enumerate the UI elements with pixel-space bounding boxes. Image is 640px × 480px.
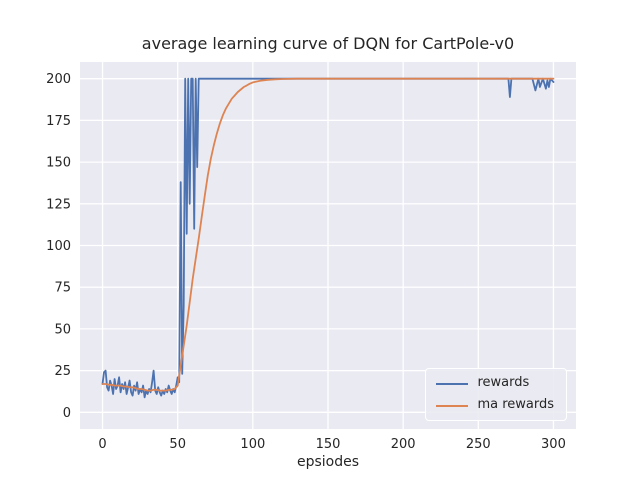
legend-line-sample-rewards <box>436 382 469 385</box>
y-tick-label: 75 <box>54 281 71 296</box>
plot-area: 0 25 50 75 100 125 150 175 200 0 50 100 150 200 250 300 <box>46 62 576 452</box>
legend: rewards ma rewards <box>425 368 567 421</box>
grid-lines <box>80 62 576 429</box>
y-tick-label: 175 <box>46 114 71 129</box>
x-tick-label: 200 <box>391 437 416 452</box>
x-tick-label: 250 <box>466 437 491 452</box>
y-tick-label: 0 <box>63 406 71 421</box>
y-tick-label: 150 <box>46 156 71 171</box>
y-tick-label: 100 <box>46 239 71 254</box>
x-tick-label: 300 <box>541 437 566 452</box>
tick-labels: 0 25 50 75 100 125 150 175 200 0 50 100 150 200 250 300 <box>46 72 566 452</box>
x-tick-label: 100 <box>240 437 265 452</box>
y-tick-label: 50 <box>54 322 71 337</box>
x-axis-label: epsiodes <box>297 454 359 470</box>
legend-item-rewards: rewards <box>436 375 554 391</box>
y-tick-label: 200 <box>46 72 71 87</box>
legend-label-ma-rewards: ma rewards <box>477 397 554 413</box>
chart-title: average learning curve of DQN for CartPo… <box>142 34 514 53</box>
y-tick-label: 25 <box>54 364 71 379</box>
x-tick-label: 0 <box>98 437 106 452</box>
y-tick-label: 125 <box>46 197 71 212</box>
legend-item-ma-rewards: ma rewards <box>436 397 554 413</box>
legend-line-sample-ma-rewards <box>436 404 469 407</box>
legend-label-rewards: rewards <box>477 375 530 391</box>
x-tick-label: 50 <box>169 437 186 452</box>
line-ma-rewards <box>101 77 555 392</box>
x-tick-label: 150 <box>316 437 341 452</box>
